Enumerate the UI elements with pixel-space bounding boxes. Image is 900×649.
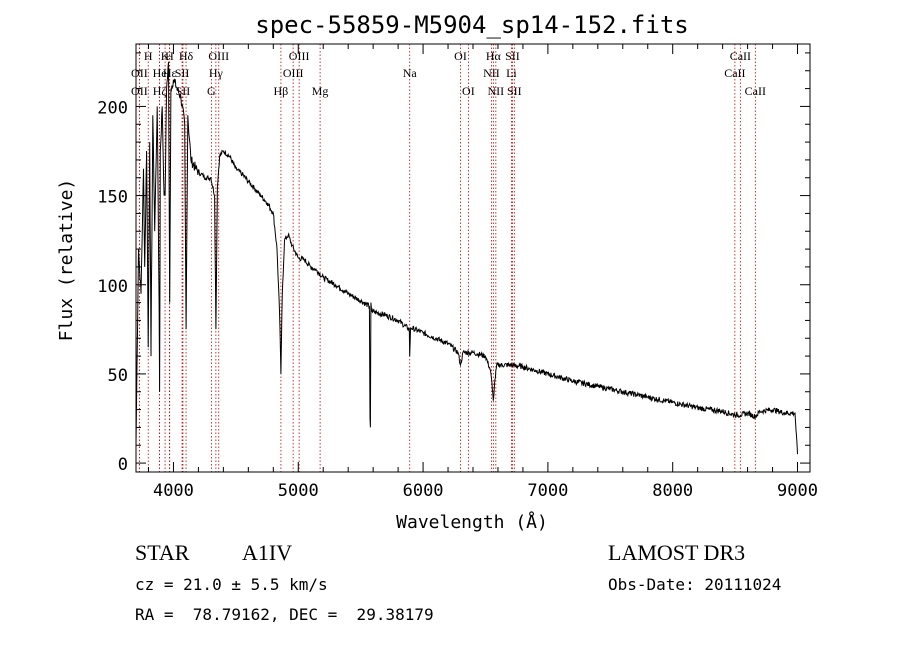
- x-tick-label-5: 9000: [777, 481, 818, 501]
- chart-title: spec-55859-M5904_sp14-152.fits: [255, 11, 688, 39]
- line-label-25: Li: [506, 66, 517, 80]
- line-label-9: OII: [131, 84, 148, 98]
- line-label-11: Hζ: [153, 84, 167, 98]
- line-label-28: CaII: [730, 49, 751, 63]
- line-label-20: OI: [454, 49, 467, 63]
- line-label-7: H: [165, 49, 174, 63]
- y-tick-label-0: 0: [118, 455, 128, 475]
- line-label-1: Hγ: [209, 66, 224, 80]
- spectrum-line: [135, 61, 798, 455]
- line-label-6: K: [161, 49, 170, 63]
- x-tick-label-4: 8000: [652, 481, 693, 501]
- plot-area: 4000 5000 6000 7000 8000 9000 0 50 100 150 200 Hβ Hγ…: [97, 43, 818, 501]
- line-label-5: Hε: [163, 66, 177, 80]
- line-label-29: CaII: [745, 84, 766, 98]
- object-class: STAR: [135, 540, 190, 565]
- line-label-3: Hα: [486, 49, 502, 63]
- line-label-0: Hβ: [274, 84, 289, 98]
- y-tick-label-4: 200: [97, 98, 128, 118]
- line-label-13: SII: [176, 84, 191, 98]
- line-label-21: OI: [462, 84, 475, 98]
- line-label-17: OIII: [289, 49, 310, 63]
- y-axis-label: Flux (relative): [56, 179, 77, 342]
- line-label-19: Na: [403, 66, 418, 80]
- line-label-18: Mg: [312, 84, 329, 98]
- line-label-16: OIII: [283, 66, 304, 80]
- line-label-23: NII: [488, 84, 505, 98]
- y-tick-label-1: 50: [108, 366, 128, 386]
- y-tick-label-2: 100: [97, 277, 128, 297]
- line-label-27: CaII: [724, 66, 745, 80]
- object-subclass: A1IV: [242, 540, 292, 565]
- survey-name: LAMOST DR3: [608, 540, 745, 565]
- line-label-24: SII: [505, 49, 520, 63]
- redshift-info: cz = 21.0 ± 5.5 km/s: [135, 575, 328, 594]
- line-label-2: Hδ: [179, 49, 194, 63]
- x-tick-label-3: 7000: [527, 481, 568, 501]
- x-tick-label-0: 4000: [153, 481, 194, 501]
- line-label-12: SII: [175, 66, 190, 80]
- line-label-14: OIII: [208, 49, 229, 63]
- line-label-10: He: [153, 66, 167, 80]
- line-label-22: NII: [483, 66, 500, 80]
- x-tick-label-2: 6000: [403, 481, 444, 501]
- coordinates: RA = 78.79162, DEC = 29.38179: [135, 605, 434, 624]
- observation-date: Obs-Date: 20111024: [608, 575, 781, 594]
- line-label-4: H: [144, 49, 153, 63]
- x-axis-label: Wavelength (Å): [396, 511, 548, 533]
- line-label-8: OII: [131, 66, 148, 80]
- line-label-26: SII: [507, 84, 522, 98]
- y-tick-label-3: 150: [97, 188, 128, 208]
- line-label-15: G: [207, 84, 216, 98]
- x-tick-label-1: 5000: [278, 481, 319, 501]
